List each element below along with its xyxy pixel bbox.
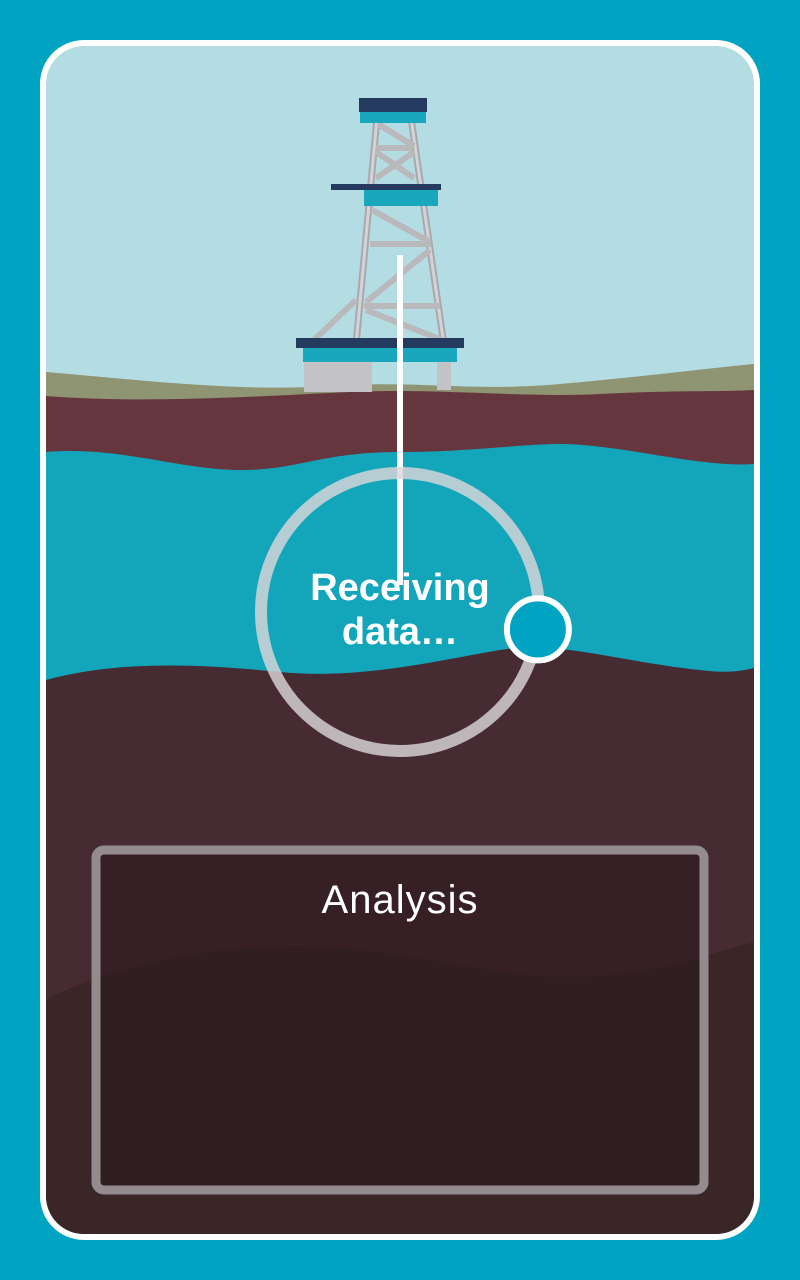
analysis-title: Analysis [321,878,479,922]
progress-ring-icon [255,467,572,757]
status-line-2: data… [341,611,459,653]
analysis-panel [91,845,709,1195]
drilling-rig-icon [296,98,464,392]
status-line-1: Receiving [310,567,490,609]
progress-knob [503,595,572,664]
